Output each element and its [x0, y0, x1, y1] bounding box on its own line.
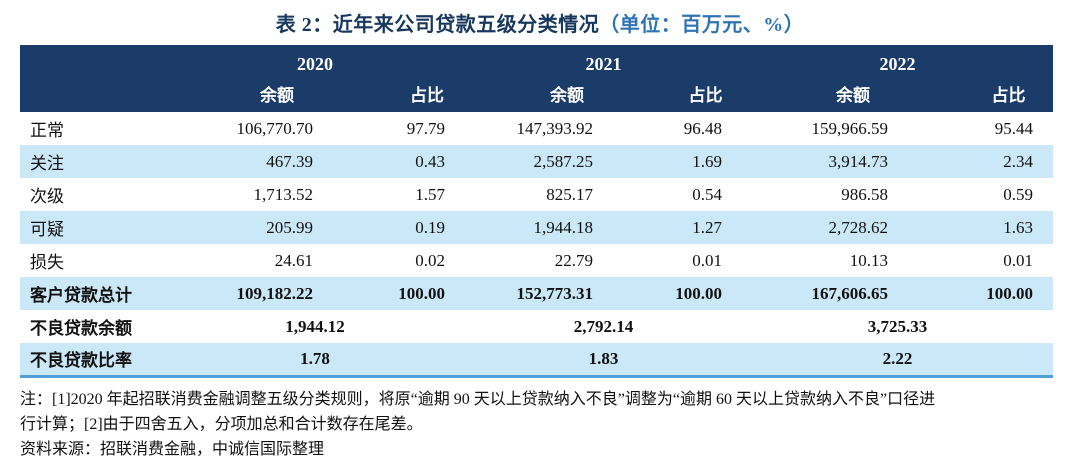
value-cell: 0.01	[1003, 250, 1033, 270]
table-title-main: 表 2：近年来公司贷款五级分类情况	[275, 14, 600, 36]
table-title: 表 2：近年来公司贷款五级分类情况（单位：百万元、%）	[20, 8, 1060, 37]
balance-header-2020: 余额	[260, 86, 294, 105]
table-row-substandard: 次级 1,713.52 1.57 825.17 0.54 986.58 0.59	[20, 178, 1053, 211]
row-label: 不良贷款比率	[30, 351, 132, 371]
value-cell: 2.34	[1003, 151, 1033, 171]
row-label: 关注	[30, 154, 64, 173]
value-cell: 1,944.18	[533, 217, 594, 237]
value-cell: 96.48	[683, 118, 722, 138]
value-cell: 3,725.33	[867, 316, 928, 336]
table-row-npl-ratio: 不良贷款比率 1.78 1.83 2.22	[20, 343, 1053, 376]
value-cell: 1.57	[415, 184, 445, 204]
value-cell: 0.01	[692, 250, 722, 270]
value-cell: 0.59	[1003, 184, 1033, 204]
value-cell: 0.02	[415, 250, 445, 270]
value-cell: 109,182.22	[236, 283, 314, 303]
header-sub-row: 余额 占比 余额 占比 余额 占比	[20, 75, 1053, 112]
value-cell: 1.69	[692, 151, 722, 171]
value-cell: 2,792.14	[573, 316, 634, 336]
table-row-special-mention: 关注 467.39 0.43 2,587.25 1.69 3,914.73 2.…	[20, 145, 1053, 178]
note-line-1: 注：[1]2020 年起招联消费金融调整五级分类规则，将原“逾期 90 天以上贷…	[20, 390, 936, 408]
table-row-doubtful: 可疑 205.99 0.19 1,944.18 1.27 2,728.62 1.…	[20, 211, 1053, 244]
balance-header-2022: 余额	[836, 86, 870, 105]
value-cell: 0.43	[415, 151, 445, 171]
ratio-header-2022: 占比	[991, 86, 1026, 105]
loan-classification-table: 2020 2021 2022 余额 占比 余额 占比 余额 占比 正常 106,…	[20, 45, 1053, 378]
value-cell: 825.17	[546, 184, 593, 204]
table-row-total-loans: 客户贷款总计 109,182.22 100.00 152,773.31 100.…	[20, 277, 1053, 310]
value-cell: 1.83	[588, 348, 619, 368]
value-cell: 22.79	[554, 250, 593, 270]
row-label: 客户贷款总计	[30, 286, 132, 305]
value-cell: 147,393.92	[516, 118, 594, 138]
row-label: 次级	[30, 187, 64, 206]
value-cell: 24.61	[274, 250, 313, 270]
value-cell: 1.63	[1003, 217, 1033, 237]
value-cell: 159,966.59	[811, 118, 889, 138]
value-cell: 106,770.70	[236, 118, 314, 138]
row-label: 正常	[30, 121, 64, 140]
header-corner-cell	[20, 75, 165, 112]
ratio-header-2020: 占比	[410, 86, 444, 105]
year-header-2021: 2021	[585, 54, 622, 74]
balance-header-2021: 余额	[550, 86, 584, 105]
year-header-2020: 2020	[297, 54, 333, 74]
value-cell: 1,713.52	[253, 184, 314, 204]
note-line-2: 行计算；[2]由于四舍五入，分项加总和合计数存在尾差。	[20, 415, 423, 433]
value-cell: 205.99	[266, 217, 313, 237]
value-cell: 467.39	[266, 151, 313, 171]
value-cell: 1,944.12	[285, 316, 345, 336]
table-row-npl-balance: 不良贷款余额 1,944.12 2,792.14 3,725.33	[20, 310, 1053, 343]
value-cell: 1.27	[692, 217, 722, 237]
row-label: 可疑	[30, 220, 64, 239]
value-cell: 152,773.31	[516, 283, 594, 303]
ratio-header-2021: 占比	[688, 86, 723, 105]
footnotes: 注：[1]2020 年起招联消费金融调整五级分类规则，将原“逾期 90 天以上贷…	[20, 387, 1060, 462]
source-line: 资料来源：招联消费金融，中诚信国际整理	[20, 440, 325, 458]
value-cell: 10.13	[849, 250, 888, 270]
year-header-2022: 2022	[879, 54, 916, 74]
table-title-unit: （单位：百万元、%）	[599, 14, 805, 36]
value-cell: 100.00	[398, 283, 445, 303]
header-year-row: 2020 2021 2022	[20, 45, 1053, 75]
table-row-loss: 损失 24.61 0.02 22.79 0.01 10.13 0.01	[20, 244, 1053, 277]
value-cell: 167,606.65	[811, 283, 889, 303]
value-cell: 2.22	[882, 348, 913, 368]
value-cell: 100.00	[675, 283, 722, 303]
value-cell: 0.19	[415, 217, 445, 237]
value-cell: 2,728.62	[828, 217, 889, 237]
value-cell: 95.44	[994, 118, 1033, 138]
value-cell: 97.79	[406, 118, 445, 138]
row-label: 损失	[30, 253, 64, 272]
row-label: 不良贷款余额	[30, 319, 132, 338]
value-cell: 2,587.25	[533, 151, 594, 171]
table-row-normal: 正常 106,770.70 97.79 147,393.92 96.48 159…	[20, 112, 1053, 145]
header-corner-cell	[20, 45, 165, 75]
value-cell: 986.58	[841, 184, 888, 204]
value-cell: 1.78	[300, 348, 330, 368]
value-cell: 3,914.73	[828, 151, 889, 171]
value-cell: 100.00	[986, 283, 1033, 303]
value-cell: 0.54	[692, 184, 722, 204]
